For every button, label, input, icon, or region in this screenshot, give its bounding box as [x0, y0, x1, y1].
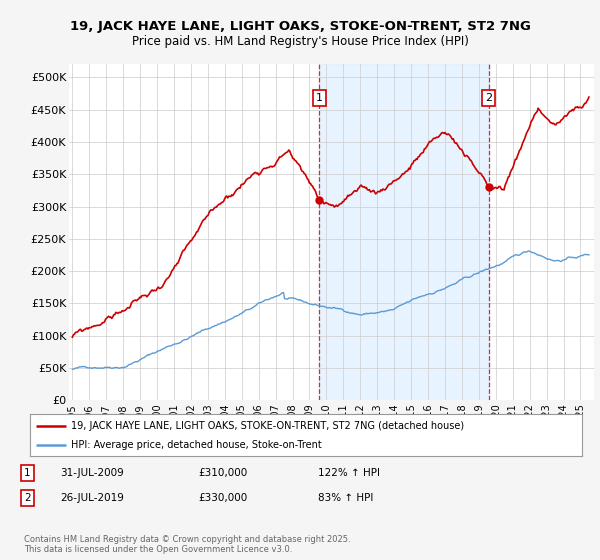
Text: £310,000: £310,000 — [198, 468, 247, 478]
Text: Contains HM Land Registry data © Crown copyright and database right 2025.
This d: Contains HM Land Registry data © Crown c… — [24, 535, 350, 554]
Text: 1: 1 — [24, 468, 31, 478]
Text: 2: 2 — [24, 493, 31, 503]
Bar — [319, 64, 488, 400]
Text: 2: 2 — [485, 93, 492, 103]
Text: 26-JUL-2019: 26-JUL-2019 — [60, 493, 124, 503]
Text: Price paid vs. HM Land Registry's House Price Index (HPI): Price paid vs. HM Land Registry's House … — [131, 35, 469, 48]
Text: HPI: Average price, detached house, Stoke-on-Trent: HPI: Average price, detached house, Stok… — [71, 440, 322, 450]
Text: 19, JACK HAYE LANE, LIGHT OAKS, STOKE-ON-TRENT, ST2 7NG: 19, JACK HAYE LANE, LIGHT OAKS, STOKE-ON… — [70, 20, 530, 32]
Text: 1: 1 — [316, 93, 323, 103]
Text: 83% ↑ HPI: 83% ↑ HPI — [318, 493, 373, 503]
Text: 122% ↑ HPI: 122% ↑ HPI — [318, 468, 380, 478]
Text: £330,000: £330,000 — [198, 493, 247, 503]
Text: 19, JACK HAYE LANE, LIGHT OAKS, STOKE-ON-TRENT, ST2 7NG (detached house): 19, JACK HAYE LANE, LIGHT OAKS, STOKE-ON… — [71, 421, 464, 431]
Text: 31-JUL-2009: 31-JUL-2009 — [60, 468, 124, 478]
